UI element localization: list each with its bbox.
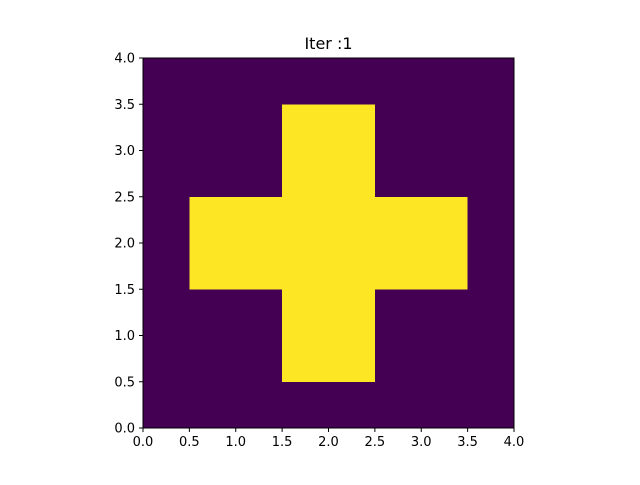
x-tick-label-6: 3.0 bbox=[411, 435, 432, 450]
chart-title: Iter :1 bbox=[304, 34, 352, 53]
x-tick-label-0: 0.0 bbox=[133, 435, 154, 450]
y-tick-label-4: 2.0 bbox=[114, 237, 135, 252]
heatmap-cells bbox=[189, 104, 468, 382]
heatmap-cell-0 bbox=[282, 104, 375, 197]
x-tick-label-5: 2.5 bbox=[365, 435, 386, 450]
x-tick-label-3: 1.5 bbox=[272, 435, 293, 450]
y-tick-label-6: 3.0 bbox=[114, 144, 135, 159]
y-tick-label-7: 3.5 bbox=[114, 98, 135, 113]
heatmap-cell-2 bbox=[282, 289, 375, 382]
y-tick-label-0: 0.0 bbox=[114, 422, 135, 437]
x-tick-label-7: 3.5 bbox=[457, 435, 478, 450]
x-tick-label-1: 0.5 bbox=[179, 435, 200, 450]
x-axis: 0.0 0.5 1.0 1.5 2.0 2.5 3.0 3.5 4.0 bbox=[133, 428, 525, 450]
y-tick-label-8: 4.0 bbox=[114, 52, 135, 67]
y-tick-label-5: 2.5 bbox=[114, 190, 135, 205]
y-tick-label-3: 1.5 bbox=[114, 283, 135, 298]
y-tick-label-2: 1.0 bbox=[114, 329, 135, 344]
y-axis: 0.0 0.5 1.0 1.5 2.0 2.5 3.0 3.5 4.0 bbox=[114, 52, 143, 437]
x-tick-label-8: 4.0 bbox=[504, 435, 525, 450]
x-tick-label-2: 1.0 bbox=[225, 435, 246, 450]
y-tick-label-1: 0.5 bbox=[114, 375, 135, 390]
heatmap-cell-1 bbox=[189, 196, 468, 290]
x-tick-label-4: 2.0 bbox=[318, 435, 339, 450]
